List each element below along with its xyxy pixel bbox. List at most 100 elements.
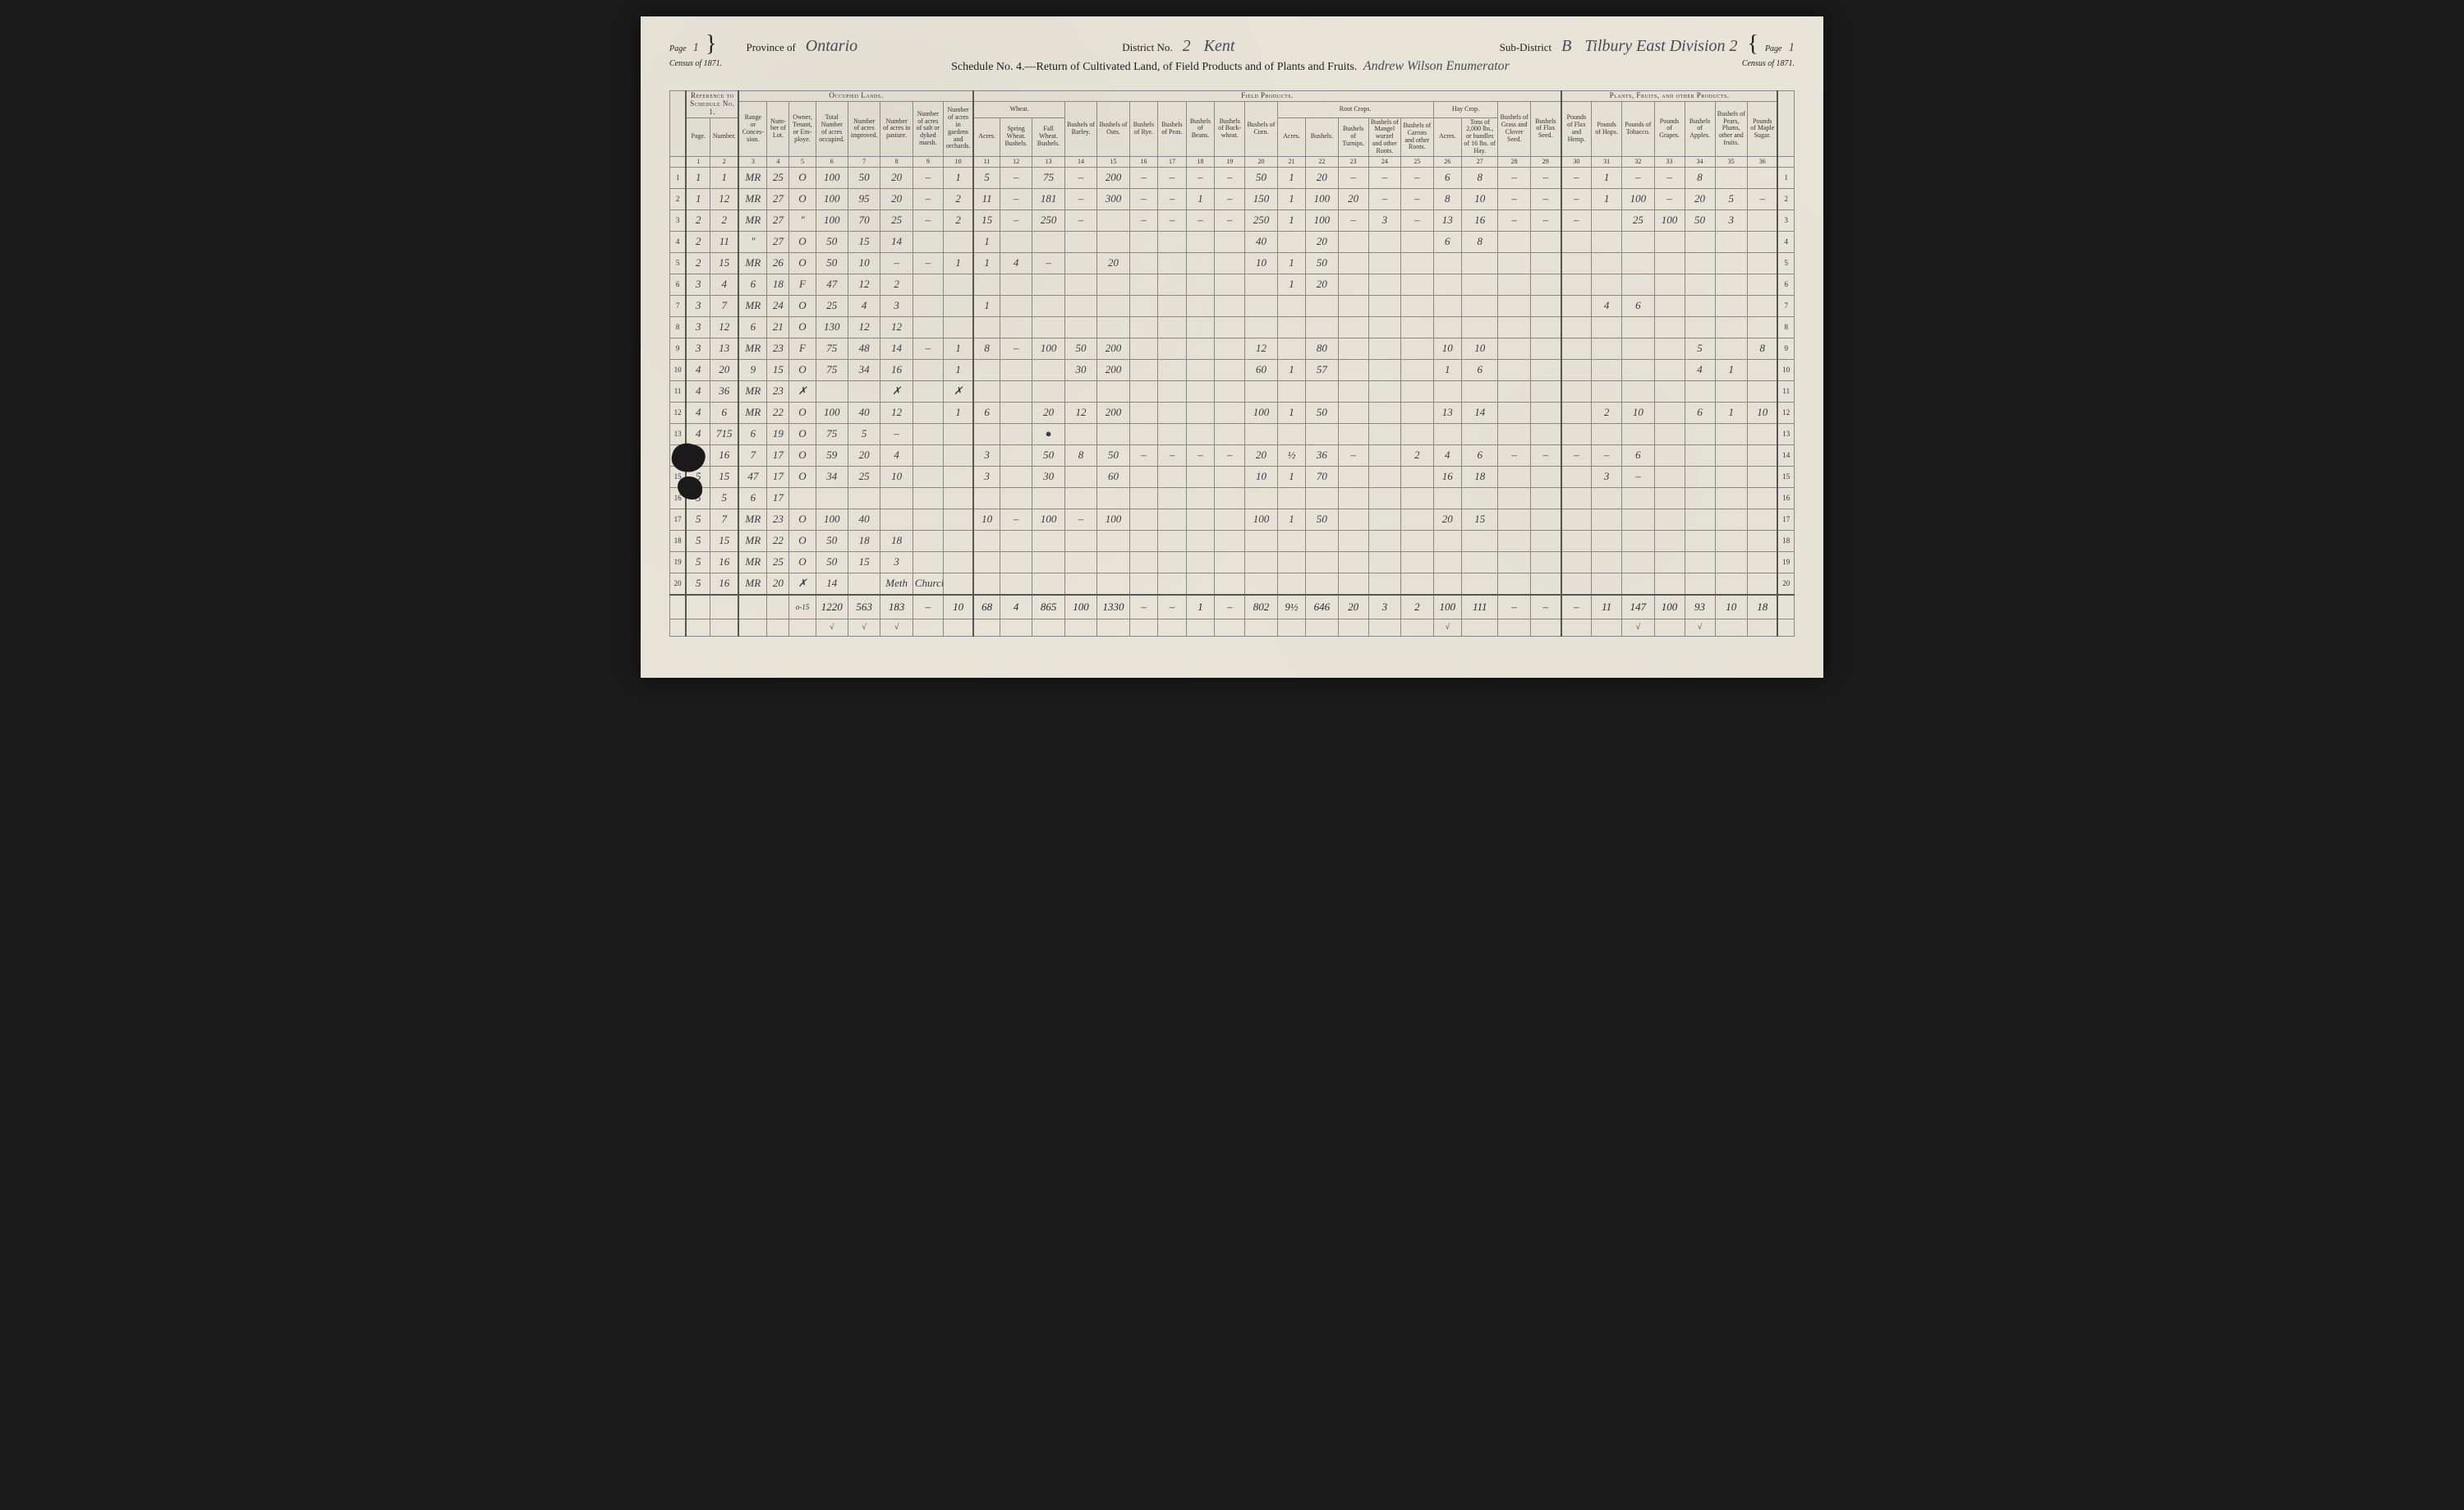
cell [1462, 487, 1498, 509]
cell: 20 [1245, 444, 1277, 466]
colnum: 11 [973, 156, 1000, 167]
cell: 27 [767, 231, 789, 252]
cell [1186, 402, 1215, 423]
cell [1158, 487, 1187, 509]
total-cell: 10 [1715, 595, 1747, 619]
cell [1654, 274, 1685, 295]
cell: 200 [1097, 402, 1129, 423]
cell [1747, 380, 1777, 402]
total-cell: 1220 [816, 595, 848, 619]
cell: 50 [1685, 209, 1715, 231]
col-head: Number of acres in pasture. [880, 101, 913, 156]
cell: 25 [880, 209, 913, 231]
row-number: 3 [670, 209, 687, 231]
cell: – [1129, 209, 1158, 231]
check-cell [1032, 619, 1064, 636]
cell: 1 [943, 359, 973, 380]
row-number: 11 [1777, 380, 1794, 402]
cell: 15 [973, 209, 1000, 231]
cell: 4 [686, 423, 710, 444]
cell [1530, 530, 1561, 551]
cell: 1 [1715, 359, 1747, 380]
cell [1462, 573, 1498, 595]
cell: – [1000, 167, 1032, 188]
cell [1715, 487, 1747, 509]
cell [1561, 573, 1592, 595]
cell: 25 [1622, 209, 1654, 231]
cell: 48 [848, 338, 880, 359]
cell: 250 [1032, 209, 1064, 231]
cell: 7 [710, 509, 739, 530]
total-cell: 147 [1622, 595, 1654, 619]
cell: – [880, 423, 913, 444]
col-head: Bushels of Grass and Clover Seed. [1498, 101, 1530, 156]
cell: 4 [880, 444, 913, 466]
cell [1215, 551, 1245, 573]
cell: 1 [1277, 402, 1306, 423]
cell [1245, 295, 1277, 316]
cell [1462, 295, 1498, 316]
brace-right: { [1748, 39, 1758, 50]
cell [973, 316, 1000, 338]
cell [1715, 573, 1747, 595]
cell [1097, 573, 1129, 595]
cell [1715, 444, 1747, 466]
row-number: 8 [670, 316, 687, 338]
cell [1186, 252, 1215, 274]
cell: 10 [1245, 466, 1277, 487]
cell [1368, 423, 1400, 444]
cell: – [1129, 188, 1158, 209]
cell: 8 [1462, 231, 1498, 252]
cell: 50 [848, 167, 880, 188]
cell [1747, 573, 1777, 595]
cell [1685, 573, 1715, 595]
cell: 6 [1622, 444, 1654, 466]
cell: 100 [1032, 338, 1064, 359]
row-number: 17 [670, 509, 687, 530]
cell [1186, 423, 1215, 444]
cell [1215, 466, 1245, 487]
check-cell [1129, 619, 1158, 636]
cell [1097, 530, 1129, 551]
cell [1592, 551, 1622, 573]
colnum: 29 [1530, 156, 1561, 167]
cell [1000, 573, 1032, 595]
cell [1401, 573, 1433, 595]
table-row: 1757MR23O1004010–100–100100150201517 [670, 509, 1795, 530]
cell [1032, 274, 1064, 295]
cell: O [789, 423, 816, 444]
cell [1401, 316, 1433, 338]
col-head: Bushels of Rye. [1129, 101, 1158, 156]
cell [1462, 380, 1498, 402]
cell [1158, 359, 1187, 380]
cell [816, 487, 848, 509]
cell [1245, 316, 1277, 338]
cell [1433, 487, 1462, 509]
col-head: Bushels of Corn. [1245, 101, 1277, 156]
cell: 12 [848, 316, 880, 338]
cell: 100 [816, 509, 848, 530]
district-label: District No. [1122, 41, 1172, 54]
colnum: 23 [1338, 156, 1368, 167]
cell [1561, 316, 1592, 338]
cell [1561, 466, 1592, 487]
colnum: 14 [1064, 156, 1096, 167]
cell [1498, 423, 1530, 444]
col-head: Bushels of Oats. [1097, 101, 1129, 156]
cell: – [1747, 188, 1777, 209]
cell [913, 295, 943, 316]
check-cell: √ [816, 619, 848, 636]
cell: – [1000, 209, 1032, 231]
total-cell: – [1215, 595, 1245, 619]
cell [1338, 573, 1368, 595]
cell [1097, 295, 1129, 316]
cell [1715, 530, 1747, 551]
cell [1654, 316, 1685, 338]
cell [1129, 509, 1158, 530]
colnum: 12 [1000, 156, 1032, 167]
cell [1000, 231, 1032, 252]
cell [1000, 423, 1032, 444]
cell: 100 [1654, 209, 1685, 231]
subsection-hay: Hay Crop. [1433, 101, 1498, 117]
cell: 250 [1245, 209, 1277, 231]
